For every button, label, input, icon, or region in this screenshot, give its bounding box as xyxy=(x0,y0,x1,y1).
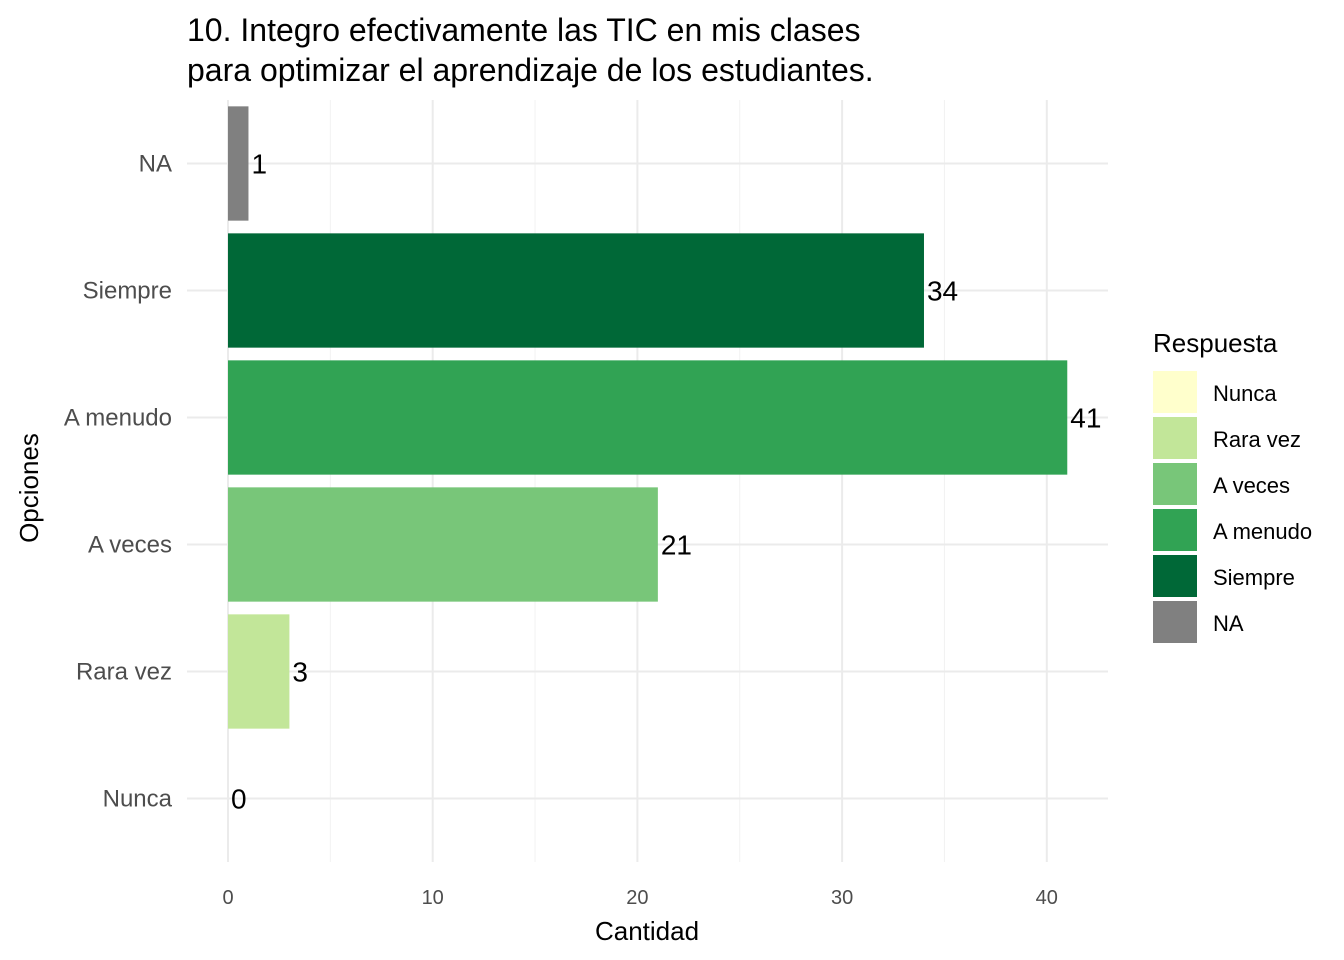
bar-rara-vez xyxy=(228,614,290,729)
x-tick-label: 20 xyxy=(626,887,648,909)
legend-label: Siempre xyxy=(1213,565,1295,590)
y-tick-label: Rara vez xyxy=(76,659,172,686)
data-label: 21 xyxy=(661,530,692,561)
data-label: 41 xyxy=(1070,403,1101,434)
x-tick-label: 30 xyxy=(831,887,853,909)
y-axis-title: Opciones xyxy=(14,433,44,543)
y-tick-label: Siempre xyxy=(83,278,172,305)
y-tick-label: Nunca xyxy=(103,786,173,813)
y-axis-ticks: Nunca Rara vez A veces A menudo Siempre NA xyxy=(64,151,173,813)
y-tick-label: A menudo xyxy=(64,405,172,432)
x-tick-label: 10 xyxy=(422,887,444,909)
legend-key xyxy=(1153,509,1197,551)
legend-title: Respuesta xyxy=(1153,328,1278,358)
bar-a-veces xyxy=(228,487,658,602)
legend-key xyxy=(1153,417,1197,459)
legend-key xyxy=(1153,601,1197,643)
y-tick-label: A veces xyxy=(88,532,172,559)
legend-label: NA xyxy=(1213,611,1244,636)
bar-siempre xyxy=(228,233,924,348)
x-axis-title: Cantidad xyxy=(595,916,699,946)
bars xyxy=(228,106,1068,729)
data-labels: 0 3 21 41 34 1 xyxy=(231,149,1101,815)
legend-label: A menudo xyxy=(1213,519,1312,544)
bar-na xyxy=(228,106,249,221)
legend-label: Rara vez xyxy=(1213,427,1301,452)
grid-major xyxy=(187,100,1108,862)
legend-entries: Nunca Rara vez A veces A menudo Siempre NA xyxy=(1153,371,1312,643)
data-label: 0 xyxy=(231,784,247,815)
legend-label: A veces xyxy=(1213,473,1290,498)
legend-key xyxy=(1153,371,1197,413)
data-label: 1 xyxy=(251,149,267,180)
x-axis-ticks: 0 10 20 30 40 xyxy=(222,887,1057,909)
y-tick-label: NA xyxy=(139,151,172,178)
legend-key xyxy=(1153,463,1197,505)
data-label: 3 xyxy=(292,657,308,688)
chart-title-line-2: para optimizar el aprendizaje de los est… xyxy=(187,52,874,88)
legend: Respuesta Nunca Rara vez A veces A menudo Si… xyxy=(1153,328,1312,643)
bar-a-menudo xyxy=(228,360,1068,475)
data-label: 34 xyxy=(927,276,958,307)
legend-label: Nunca xyxy=(1213,381,1277,406)
chart-title-line-1: 10. Integro efectivamente las TIC en mis… xyxy=(187,12,861,48)
legend-key xyxy=(1153,555,1197,597)
x-tick-label: 40 xyxy=(1036,887,1058,909)
x-tick-label: 0 xyxy=(222,887,233,909)
grid-minor xyxy=(329,100,945,862)
